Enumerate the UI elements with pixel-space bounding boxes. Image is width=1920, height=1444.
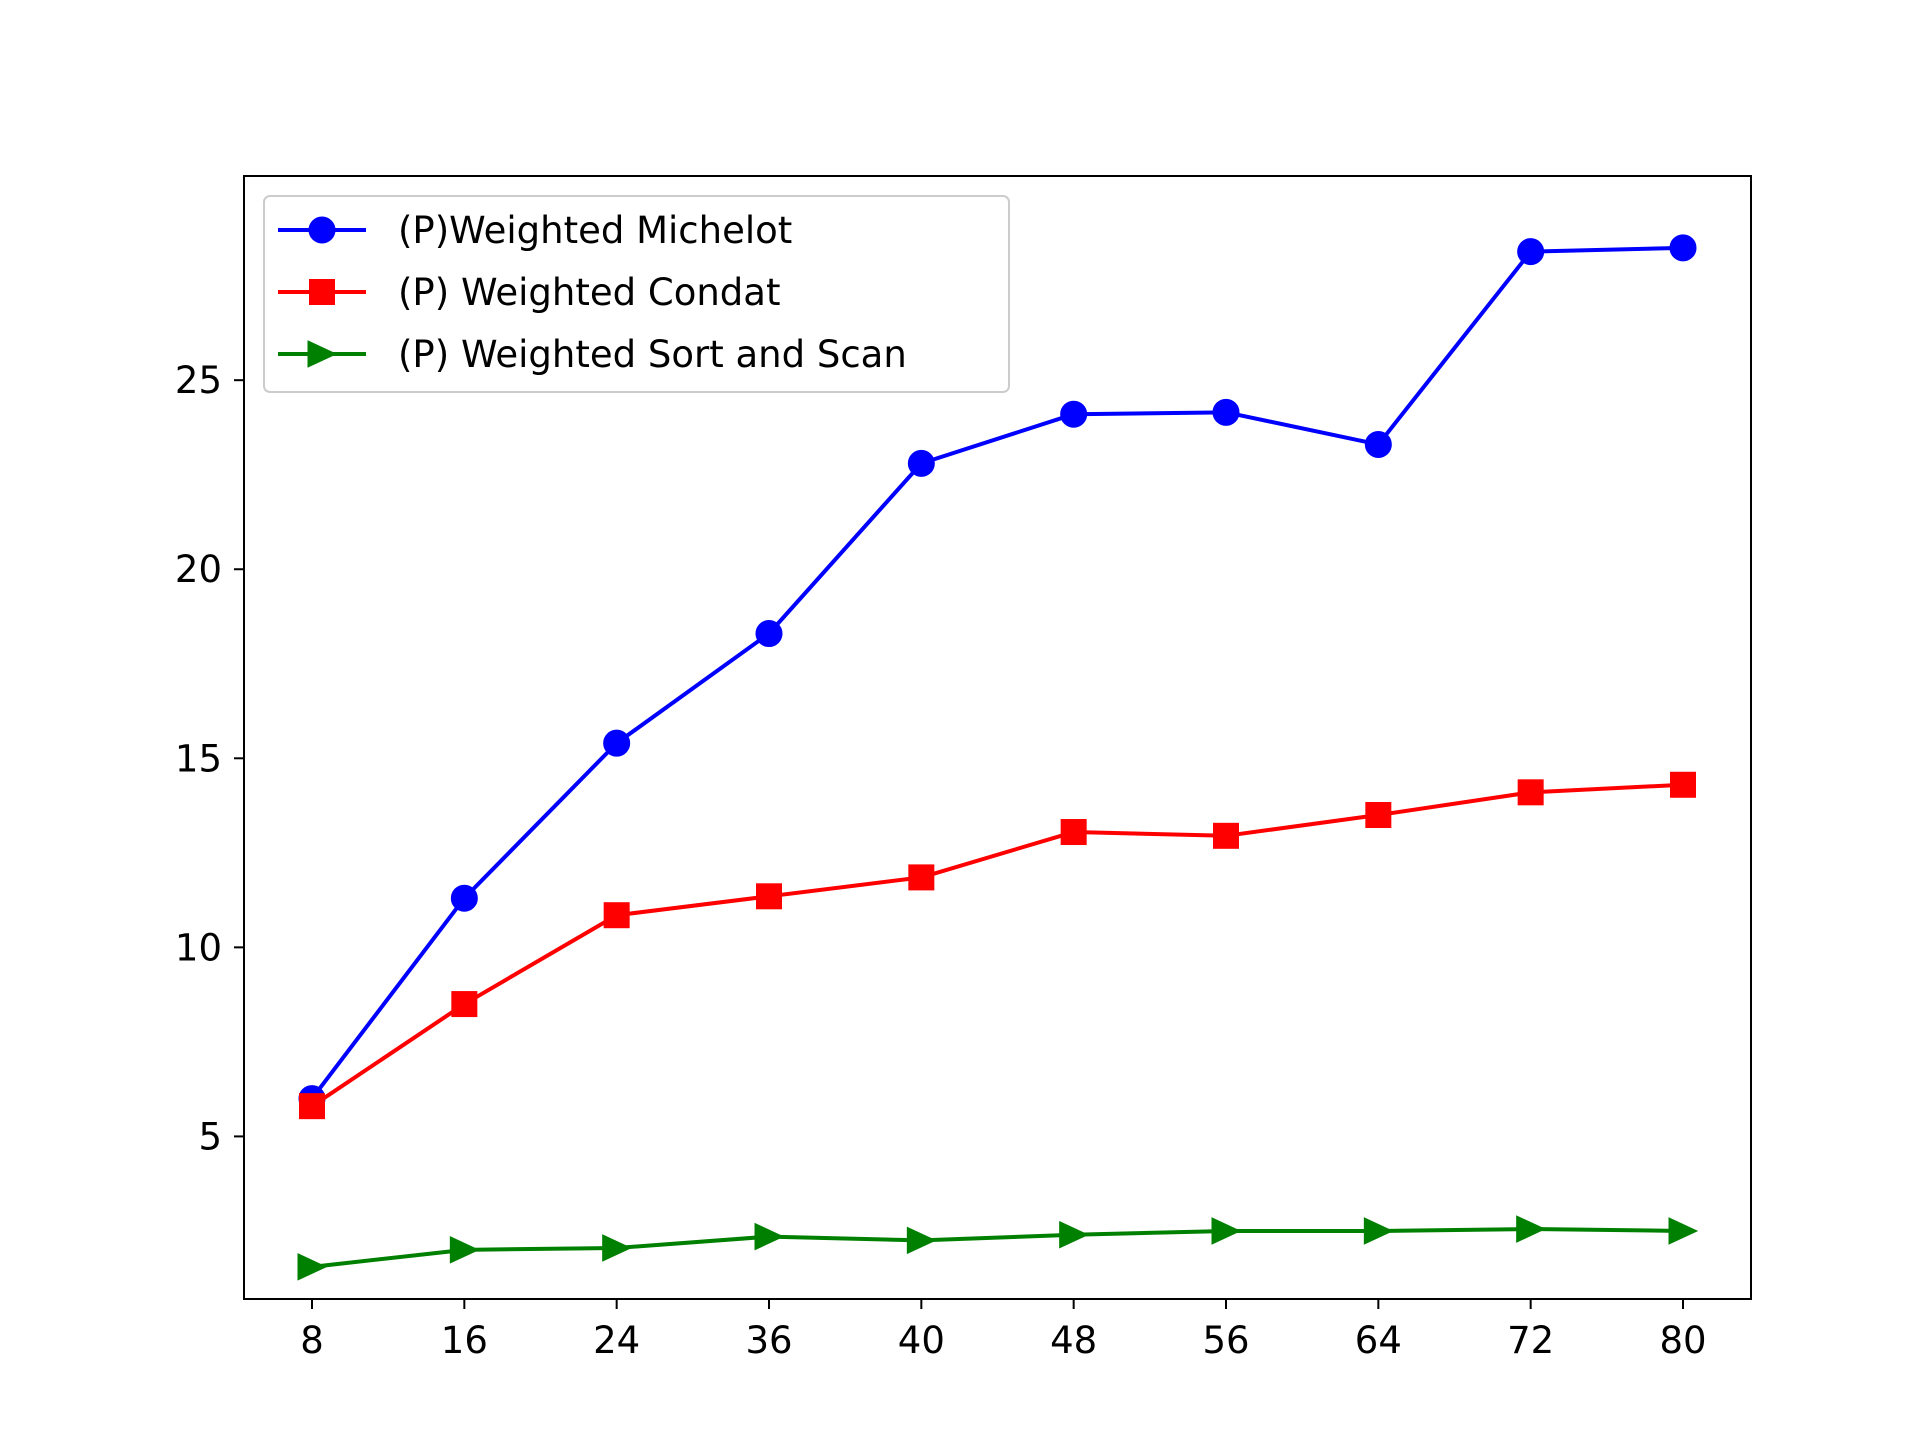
data-point [1516, 1215, 1546, 1243]
series-layer [297, 234, 1699, 1281]
x-tick-label: 40 [898, 1319, 945, 1362]
data-point [1669, 234, 1697, 262]
legend-label: (P) Weighted Condat [398, 271, 780, 314]
data-point [1060, 819, 1087, 846]
axes-layer: 8 16 24 36 40 48 56 64 72 80 5 10 15 20 25 [175, 359, 1707, 1362]
data-point [1364, 430, 1392, 458]
y-tick-label: 20 [175, 548, 222, 591]
data-point [1211, 1217, 1242, 1245]
data-point [907, 449, 935, 477]
series-line [310, 245, 1684, 1100]
x-tick-label: 48 [1050, 1319, 1097, 1362]
data-point [1517, 238, 1545, 266]
data-point [1059, 1220, 1089, 1249]
x-tick-label: 24 [593, 1319, 640, 1362]
data-point [1670, 771, 1696, 798]
data-point [756, 883, 782, 910]
y-tick-label: 10 [175, 926, 222, 969]
legend-marker [308, 216, 336, 244]
data-point [297, 1253, 328, 1281]
y-tick-label: 15 [175, 737, 222, 780]
legend-item: (P)Weighted Michelot [278, 209, 792, 252]
x-tick-label: 80 [1659, 1319, 1706, 1362]
x-tick-label: 64 [1355, 1319, 1402, 1362]
data-point [603, 729, 631, 757]
data-point [451, 991, 478, 1018]
data-point [1213, 822, 1239, 849]
data-point [1517, 779, 1544, 806]
legend-marker [309, 279, 335, 305]
x-tick-label: 72 [1507, 1319, 1554, 1362]
legend-item: (P) Weighted Sort and Scan [278, 333, 907, 376]
y-axis: 5 10 15 20 25 [175, 359, 244, 1158]
x-tick-label: 36 [745, 1319, 792, 1362]
data-point [1212, 398, 1240, 426]
x-tick-label: 16 [441, 1319, 488, 1362]
legend-label: (P)Weighted Michelot [398, 209, 792, 252]
series-line [311, 1227, 1684, 1269]
y-tick-label: 5 [198, 1115, 222, 1158]
data-point [1668, 1217, 1699, 1245]
legend: (P)Weighted Michelot (P) Weighted Condat (… [263, 195, 1010, 393]
data-point [908, 864, 935, 891]
legend-marker [307, 340, 338, 368]
data-point [1363, 1217, 1394, 1245]
plot-frame [243, 175, 1752, 1300]
data-point [299, 1093, 325, 1120]
data-point [603, 902, 630, 929]
x-axis: 8 16 24 36 40 48 56 64 72 80 [300, 1299, 1707, 1362]
x-tick-label: 8 [300, 1319, 324, 1362]
data-point [449, 1236, 480, 1264]
data-point [906, 1226, 937, 1255]
data-point [1060, 400, 1088, 428]
series-2 [299, 771, 1696, 1120]
y-tick-label: 25 [175, 359, 222, 402]
data-point [755, 620, 783, 648]
series-line [310, 782, 1684, 1108]
legend-box [263, 195, 1010, 393]
data-point [1365, 802, 1392, 829]
legend-label: (P) Weighted Sort and Scan [398, 333, 907, 376]
data-point [450, 884, 478, 912]
data-point [602, 1234, 632, 1262]
x-tick-label: 56 [1202, 1319, 1249, 1362]
data-point [754, 1222, 785, 1251]
series-3 [297, 1215, 1699, 1281]
legend-item: (P) Weighted Condat [278, 271, 780, 314]
